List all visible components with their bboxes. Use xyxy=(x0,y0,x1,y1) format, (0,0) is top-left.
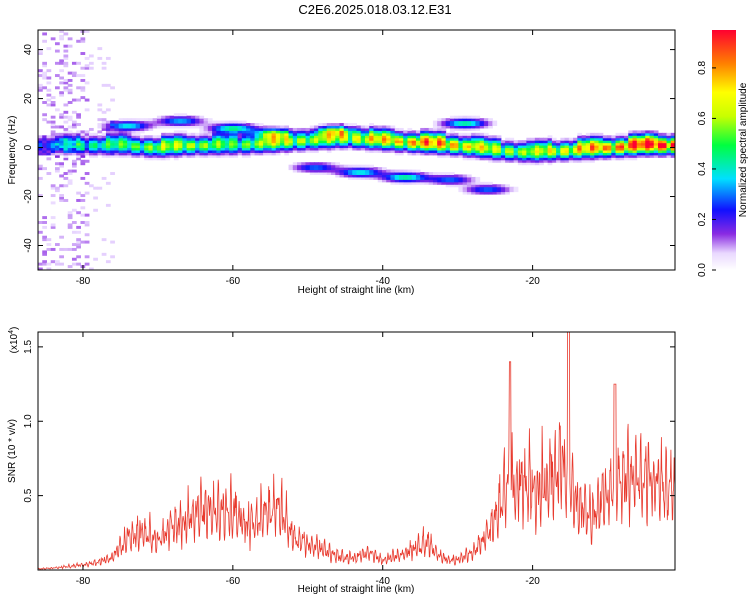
top-plot-frame xyxy=(37,29,676,271)
bottom-plot-frame xyxy=(37,331,676,571)
bottom-x-axis-label: Height of straight line (km) xyxy=(298,584,415,595)
top-y-tick-label: -20 xyxy=(23,189,34,204)
spectrogram-heatmap xyxy=(38,30,675,270)
top-y-tick-label: -40 xyxy=(23,238,34,253)
top-x-axis-label: Height of straight line (km) xyxy=(298,285,415,296)
bottom-axes: -80 -60 -40 -20 0.5 1.0 1.5 xyxy=(23,332,675,587)
top-x-tick-label: -40 xyxy=(376,276,391,287)
top-y-axis-label: Frequency (Hz) xyxy=(7,116,18,185)
colorbar-tick-label: 0.0 xyxy=(697,263,708,277)
colorbar-axes: 0.0 0.2 0.4 0.6 0.8 xyxy=(697,61,716,277)
bottom-x-tick-label: -60 xyxy=(226,576,241,587)
top-x-tick-label: -80 xyxy=(76,276,91,287)
top-y-tick-label: 0 xyxy=(23,144,34,150)
top-y-tick-label: 20 xyxy=(23,93,34,105)
top-x-tick-label: -60 xyxy=(226,276,241,287)
colorbar xyxy=(712,30,736,270)
bottom-y-tick-label: 0.5 xyxy=(23,488,34,502)
top-x-tick-label: -20 xyxy=(525,276,540,287)
colorbar-label: Normalized spectral amplitude xyxy=(738,82,749,217)
colorbar-tick-label: 0.6 xyxy=(697,111,708,125)
bottom-y-axis-label: SNR (10 * v/v) xyxy=(7,419,18,483)
top-axes: -80 -60 -40 -20 -40 -20 0 20 40 xyxy=(23,30,675,287)
bottom-x-tick-label: -40 xyxy=(376,576,391,587)
colorbar-tick-label: 0.4 xyxy=(697,162,708,176)
colorbar-tick-label: 0.8 xyxy=(697,61,708,75)
bottom-x-tick-label: -20 xyxy=(525,576,540,587)
bottom-y-tick-label: 1.5 xyxy=(23,339,34,353)
bottom-y-tick-label: 1.0 xyxy=(23,414,34,428)
y-multiplier-label: (x104) xyxy=(8,327,20,354)
bottom-x-tick-label: -80 xyxy=(76,576,91,587)
page-title: C2E6.2025.018.03.12.E31 xyxy=(298,2,452,17)
top-y-tick-label: 40 xyxy=(23,44,34,56)
colorbar-tick-label: 0.2 xyxy=(697,212,708,226)
snr-series-line xyxy=(38,332,675,570)
